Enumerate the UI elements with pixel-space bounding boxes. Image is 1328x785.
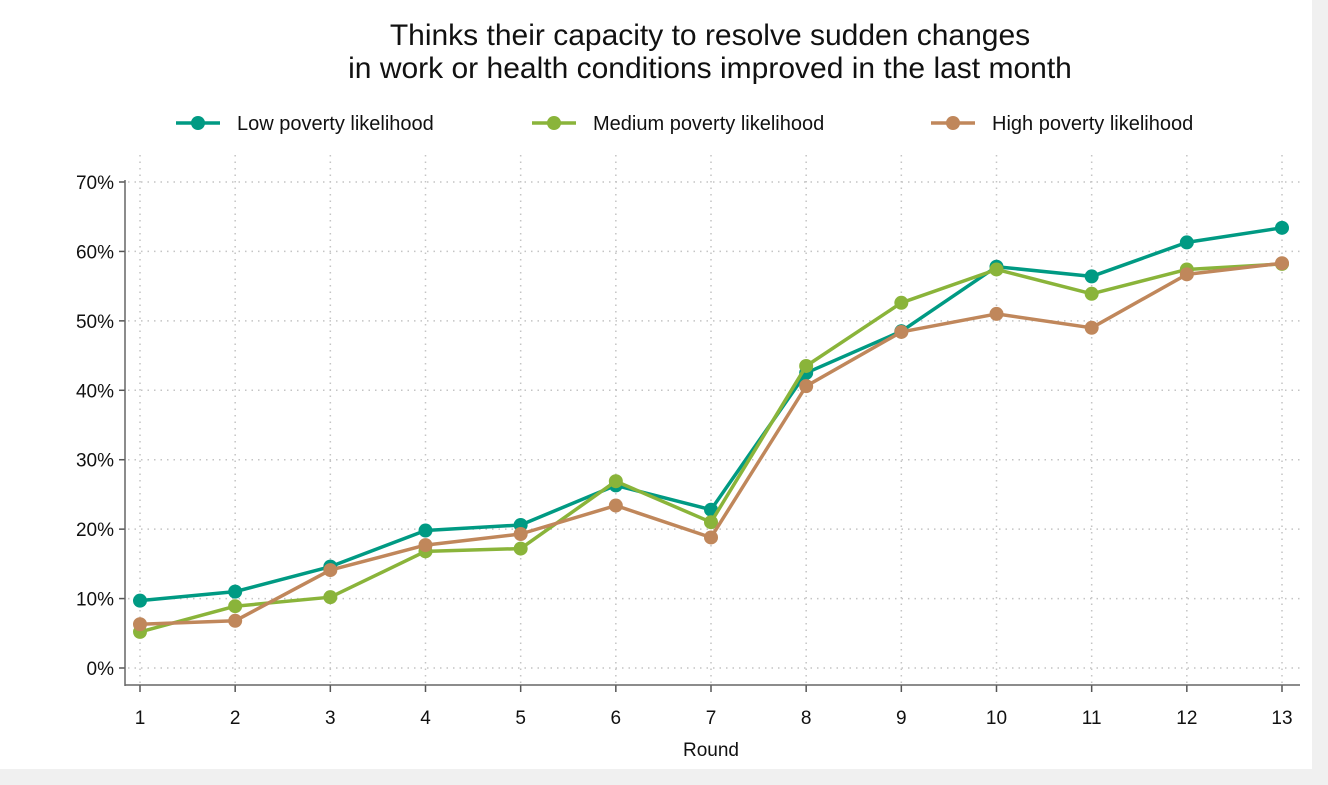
y-tick-label: 0% [87,659,115,680]
gridlines [128,155,1300,684]
data-point [513,527,528,542]
x-tick-label: 5 [515,708,526,729]
x-tick-label: 2 [230,708,241,729]
data-point [418,538,433,553]
series-line-1 [139,226,1283,603]
x-axis-label: Round [683,740,739,761]
data-point [799,379,814,394]
series-group [133,220,1289,639]
y-tick-label: 70% [76,173,114,194]
data-point [418,523,433,538]
legend-label: Medium poverty likelihood [593,113,824,135]
x-tick-label: 1 [135,708,146,729]
y-tick-label: 30% [76,451,114,472]
legend-label: Low poverty likelihood [237,113,434,135]
x-tick-label: 9 [896,708,907,729]
data-point [608,498,623,513]
data-point [989,262,1004,277]
y-tick-label: 20% [76,520,114,541]
data-point [894,295,909,310]
x-tick-label: 4 [420,708,431,729]
data-point [1275,256,1289,271]
data-point [704,530,718,545]
data-point [1275,220,1289,235]
y-tick-label: 50% [76,312,114,333]
data-point [1084,286,1099,301]
legend-marker [547,116,561,130]
legend-marker [946,116,960,130]
x-tick-label: 13 [1271,708,1292,729]
data-point [1179,235,1194,250]
axes: 0%10%20%30%40%50%60%70%1 2 3 4 5 6 7 8 9 10 11 12 13 [76,173,1300,729]
y-tick-label: 40% [76,381,114,402]
y-tick-label: 60% [76,242,114,263]
data-point [228,599,243,614]
legend: Low poverty likelihood Medium poverty lik… [176,113,1193,135]
legend-marker [191,116,205,130]
x-tick-label: 8 [801,708,812,729]
data-point [608,474,623,489]
x-tick-label: 6 [611,708,622,729]
data-point [133,617,147,632]
x-tick-label: 12 [1176,708,1197,729]
chart-title-line-1: Thinks their capacity to resolve sudden … [390,19,1030,52]
data-point [989,306,1004,321]
data-point [323,563,338,578]
data-point [323,590,338,605]
data-point [228,584,243,599]
data-point [1179,267,1194,282]
legend-label: High poverty likelihood [992,113,1193,135]
chart-panel [0,0,1312,769]
x-tick-label: 3 [325,708,336,729]
data-point [704,515,718,530]
y-tick-label: 10% [76,590,114,611]
chart-title-line-2: in work or health conditions improved in… [348,52,1072,85]
data-point [799,358,814,373]
data-point [513,541,528,556]
x-tick-label: 7 [706,708,717,729]
data-point [1084,269,1099,284]
data-point [228,613,243,628]
data-point [894,324,909,339]
x-tick-label: 10 [986,708,1007,729]
x-tick-label: 11 [1082,708,1102,729]
data-point [133,593,147,608]
data-point [1084,320,1099,335]
